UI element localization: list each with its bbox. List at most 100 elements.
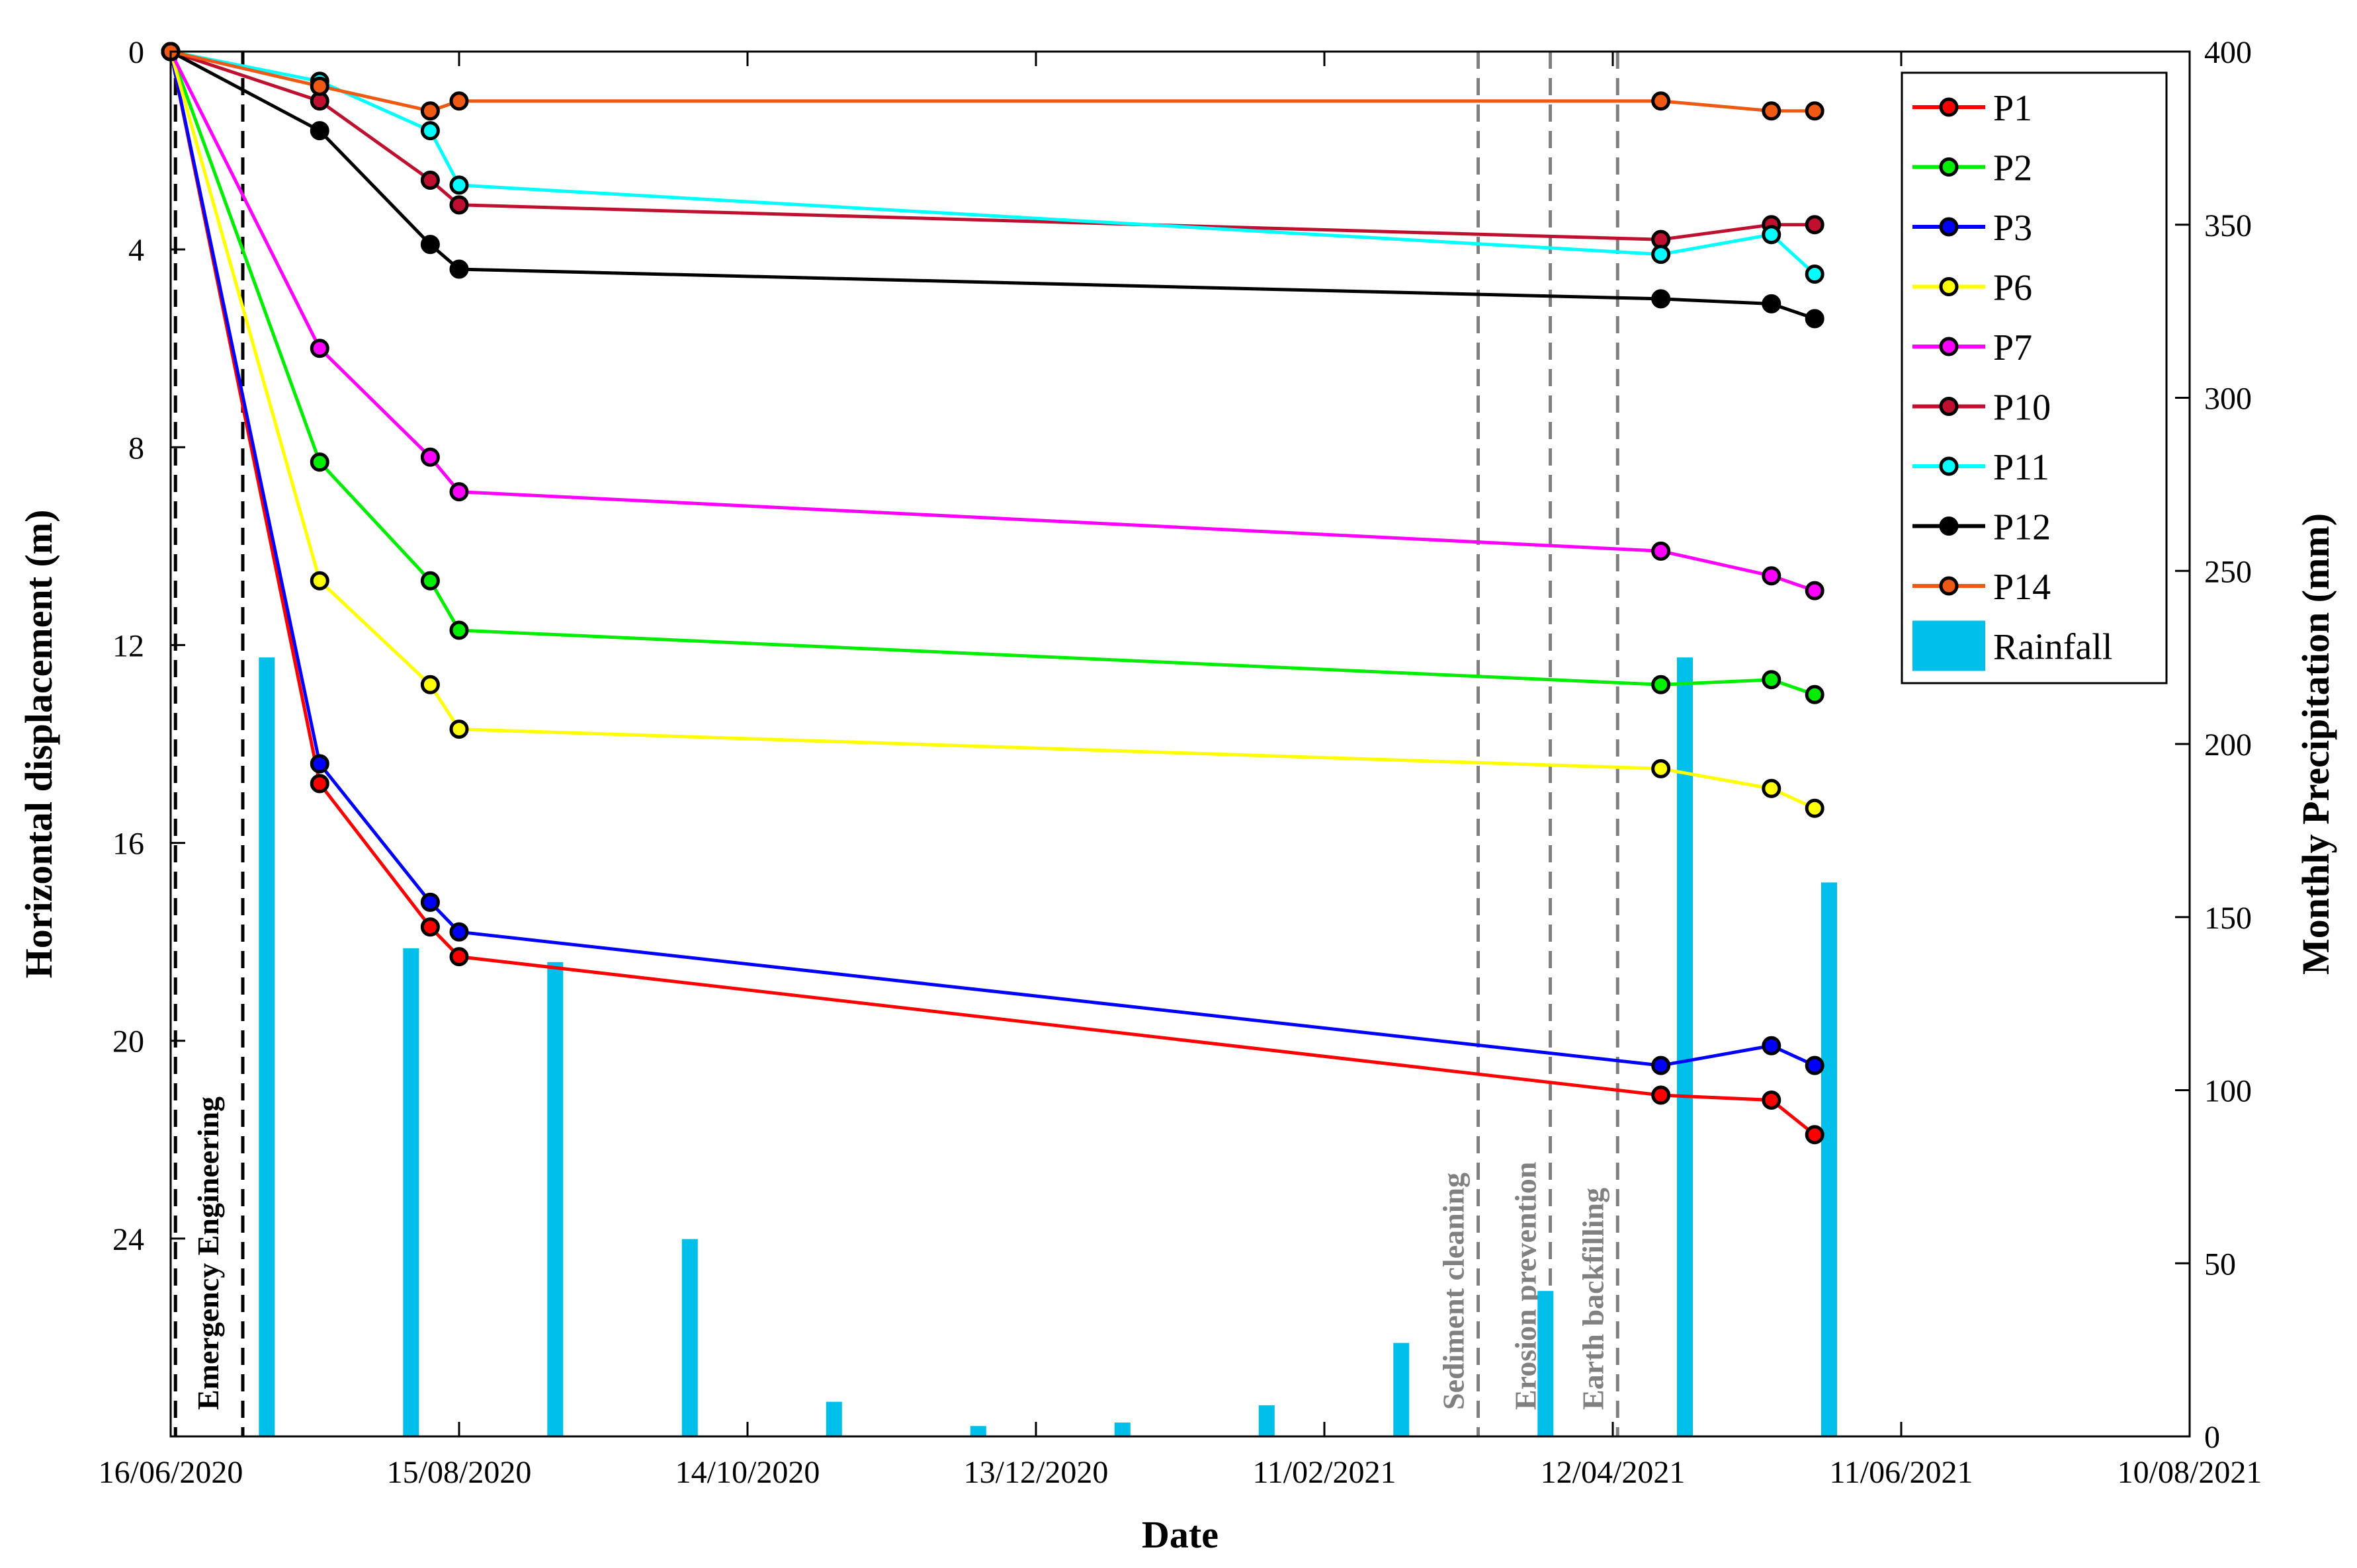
legend-marker-p1	[1939, 97, 1959, 117]
data-point-p7	[449, 482, 469, 502]
legend-marker-p3	[1939, 217, 1959, 237]
x-tick-label: 10/08/2021	[2118, 1455, 2262, 1490]
y-right-tick-label: 0	[2204, 1420, 2220, 1455]
data-point-p2	[449, 620, 469, 640]
y-left-tick-label: 12	[112, 628, 144, 663]
data-point-p10	[420, 170, 440, 190]
legend: P1 P2 P3 P6 P7 P10 P11 P12 P14 Rainfall	[1901, 71, 2168, 684]
x-tick-label: 11/06/2021	[1830, 1455, 1973, 1490]
data-point-p2	[1762, 670, 1781, 690]
x-tick-label: 15/08/2020	[387, 1455, 532, 1490]
y-right-axis-title: Monthly Precipitation (mm)	[2294, 513, 2337, 975]
y-right-tick-label: 150	[2204, 901, 2252, 936]
data-point-p14	[310, 76, 329, 96]
data-point-p3	[310, 754, 329, 774]
rainfall-bar	[1821, 882, 1837, 1436]
x-tick-label: 16/06/2020	[99, 1455, 243, 1490]
legend-label-p14: P14	[1993, 567, 2051, 608]
y-right-tick-label: 100	[2204, 1074, 2252, 1109]
data-point-p7	[1651, 541, 1671, 561]
data-point-p7	[310, 339, 329, 358]
data-point-p1	[449, 947, 469, 967]
data-point-p14	[449, 91, 469, 111]
data-point-p3	[1805, 1055, 1824, 1075]
data-point-p12	[310, 121, 329, 141]
x-tick-label: 11/02/2021	[1253, 1455, 1396, 1490]
data-point-p11	[420, 121, 440, 141]
legend-label-p1: P1	[1993, 88, 2032, 129]
legend-marker-p10	[1939, 397, 1959, 416]
legend-marker-p14	[1939, 576, 1959, 596]
y-right-tick-label: 200	[2204, 727, 2252, 763]
legend-marker-p11	[1939, 456, 1959, 476]
data-point-p7	[420, 447, 440, 467]
data-point-p1	[1762, 1090, 1781, 1110]
y-left-tick-label: 8	[128, 431, 144, 466]
legend-label-p12: P12	[1993, 507, 2051, 548]
data-point-p6	[449, 720, 469, 739]
x-tick-label: 13/12/2020	[964, 1455, 1109, 1490]
data-point-p6	[310, 571, 329, 591]
rainfall-bar	[259, 657, 275, 1436]
data-point-p3	[1651, 1055, 1671, 1075]
data-point-p6	[420, 675, 440, 694]
legend-label-rainfall: Rainfall	[1993, 627, 2112, 668]
rainfall-bar	[547, 962, 564, 1436]
data-point-p2	[1805, 684, 1824, 704]
axes: 16/06/2020 15/08/2020 14/10/2020 13/12/2020…	[17, 35, 2337, 1556]
data-point-p14	[420, 101, 440, 121]
legend-label-p10: P10	[1993, 388, 2051, 429]
y-left-tick-label: 4	[128, 233, 144, 268]
data-point-p14	[1651, 91, 1671, 111]
data-point-p6	[1805, 798, 1824, 818]
data-point-p11	[1805, 265, 1824, 284]
legend-label-p11: P11	[1993, 447, 2049, 488]
data-point-p14	[1762, 101, 1781, 121]
legend-label-p3: P3	[1993, 208, 2032, 249]
data-point-p2	[310, 452, 329, 472]
y-left-tick-label: 24	[112, 1222, 144, 1257]
data-point-p10	[1805, 215, 1824, 235]
data-point-p2	[1651, 675, 1671, 694]
data-point-p3	[420, 892, 440, 912]
data-point-p12	[449, 259, 469, 279]
event-label: Emergency Engineering	[191, 1096, 225, 1410]
data-point-p6	[1651, 759, 1671, 778]
data-point-p14	[1805, 101, 1824, 121]
data-point-p7	[1805, 581, 1824, 600]
data-point-p10	[449, 195, 469, 215]
legend-marker-p2	[1939, 157, 1959, 177]
rainfall-bar	[403, 948, 419, 1436]
rainfall-bar	[970, 1426, 986, 1436]
x-axis-title: Date	[1142, 1513, 1219, 1556]
data-point-p11	[449, 175, 469, 195]
legend-marker-p7	[1939, 337, 1959, 356]
data-point-p1	[310, 774, 329, 794]
rainfall-bar	[1677, 657, 1693, 1436]
data-point-p2	[420, 571, 440, 591]
data-point-p1	[1805, 1125, 1824, 1145]
legend-marker-p6	[1939, 277, 1959, 296]
x-tick-label: 14/10/2020	[675, 1455, 820, 1490]
y-right-tick-label: 400	[2204, 35, 2252, 70]
displacement-series	[161, 42, 1824, 1145]
y-right-tick-label: 300	[2204, 382, 2252, 417]
event-label: Sediment cleaning	[1437, 1173, 1471, 1410]
rainfall-bar	[1537, 1291, 1554, 1436]
y-left-tick-label: 16	[112, 827, 144, 862]
rainfall-bar	[681, 1239, 698, 1436]
x-tick-label: 12/04/2021	[1541, 1455, 1686, 1490]
data-point-p1	[420, 917, 440, 937]
rainfall-bar	[1258, 1405, 1275, 1436]
data-point-p12	[1805, 309, 1824, 329]
data-point-p1	[1651, 1085, 1671, 1105]
legend-marker-p12	[1939, 516, 1959, 536]
legend-rainfall-swatch	[1912, 620, 1985, 671]
data-point-p3	[1762, 1036, 1781, 1055]
data-point-p7	[1762, 566, 1781, 586]
rainfall-bars	[259, 657, 1837, 1436]
y-left-tick-label: 20	[112, 1024, 144, 1059]
legend-label-p7: P7	[1993, 327, 2032, 368]
event-label: Earth backfilling	[1576, 1188, 1609, 1410]
